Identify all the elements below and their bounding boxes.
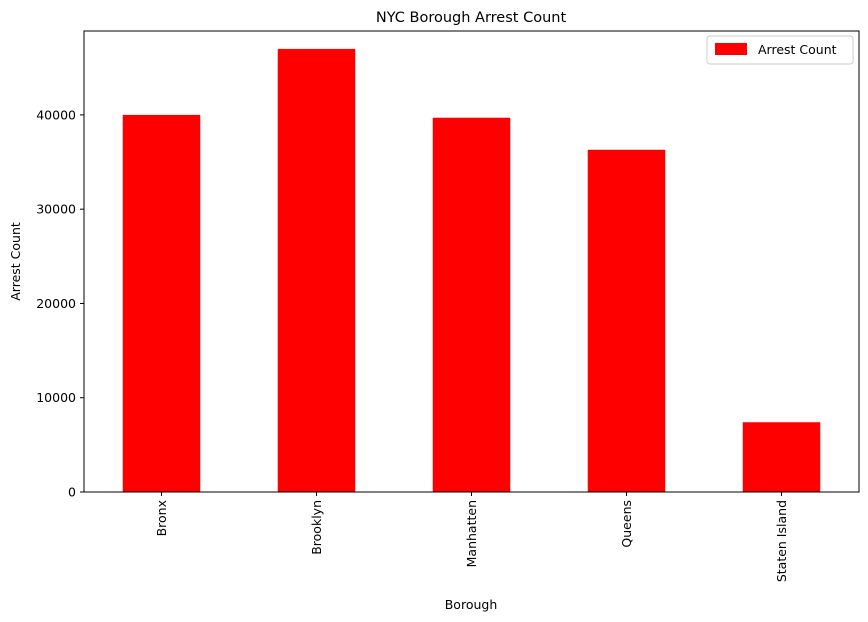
legend: Arrest Count [706,35,854,65]
y-axis-label: Arrest Count [8,222,23,301]
bar-bronx [122,114,201,493]
x-tick-label: Manhatten [464,500,479,567]
y-axis: 0 10000 20000 30000 40000 [36,107,84,500]
y-tick-label: 30000 [36,202,76,217]
x-tick-label: Queens [619,500,634,548]
y-tick-label: 10000 [36,390,76,405]
bars-group [122,48,821,493]
y-tick-label: 0 [68,485,76,500]
bar-manhatten [432,117,511,492]
x-axis: Bronx Brooklyn Manhatten Queens Staten Islan… [154,492,789,582]
chart-title: NYC Borough Arrest Count [376,10,567,26]
plot-frame [83,30,860,493]
legend-swatch [715,43,747,55]
y-tick-label: 40000 [36,107,76,122]
bar-brooklyn [277,48,356,493]
x-tick-label: Brooklyn [309,500,324,555]
bar-staten-island [742,422,821,492]
legend-entry-label: Arrest Count [758,42,837,57]
x-axis-label: Borough [445,597,498,612]
bar-queens [587,149,666,492]
x-tick-label: Bronx [154,500,169,536]
y-tick-label: 20000 [36,296,76,311]
x-tick-label: Staten Island [774,500,789,582]
